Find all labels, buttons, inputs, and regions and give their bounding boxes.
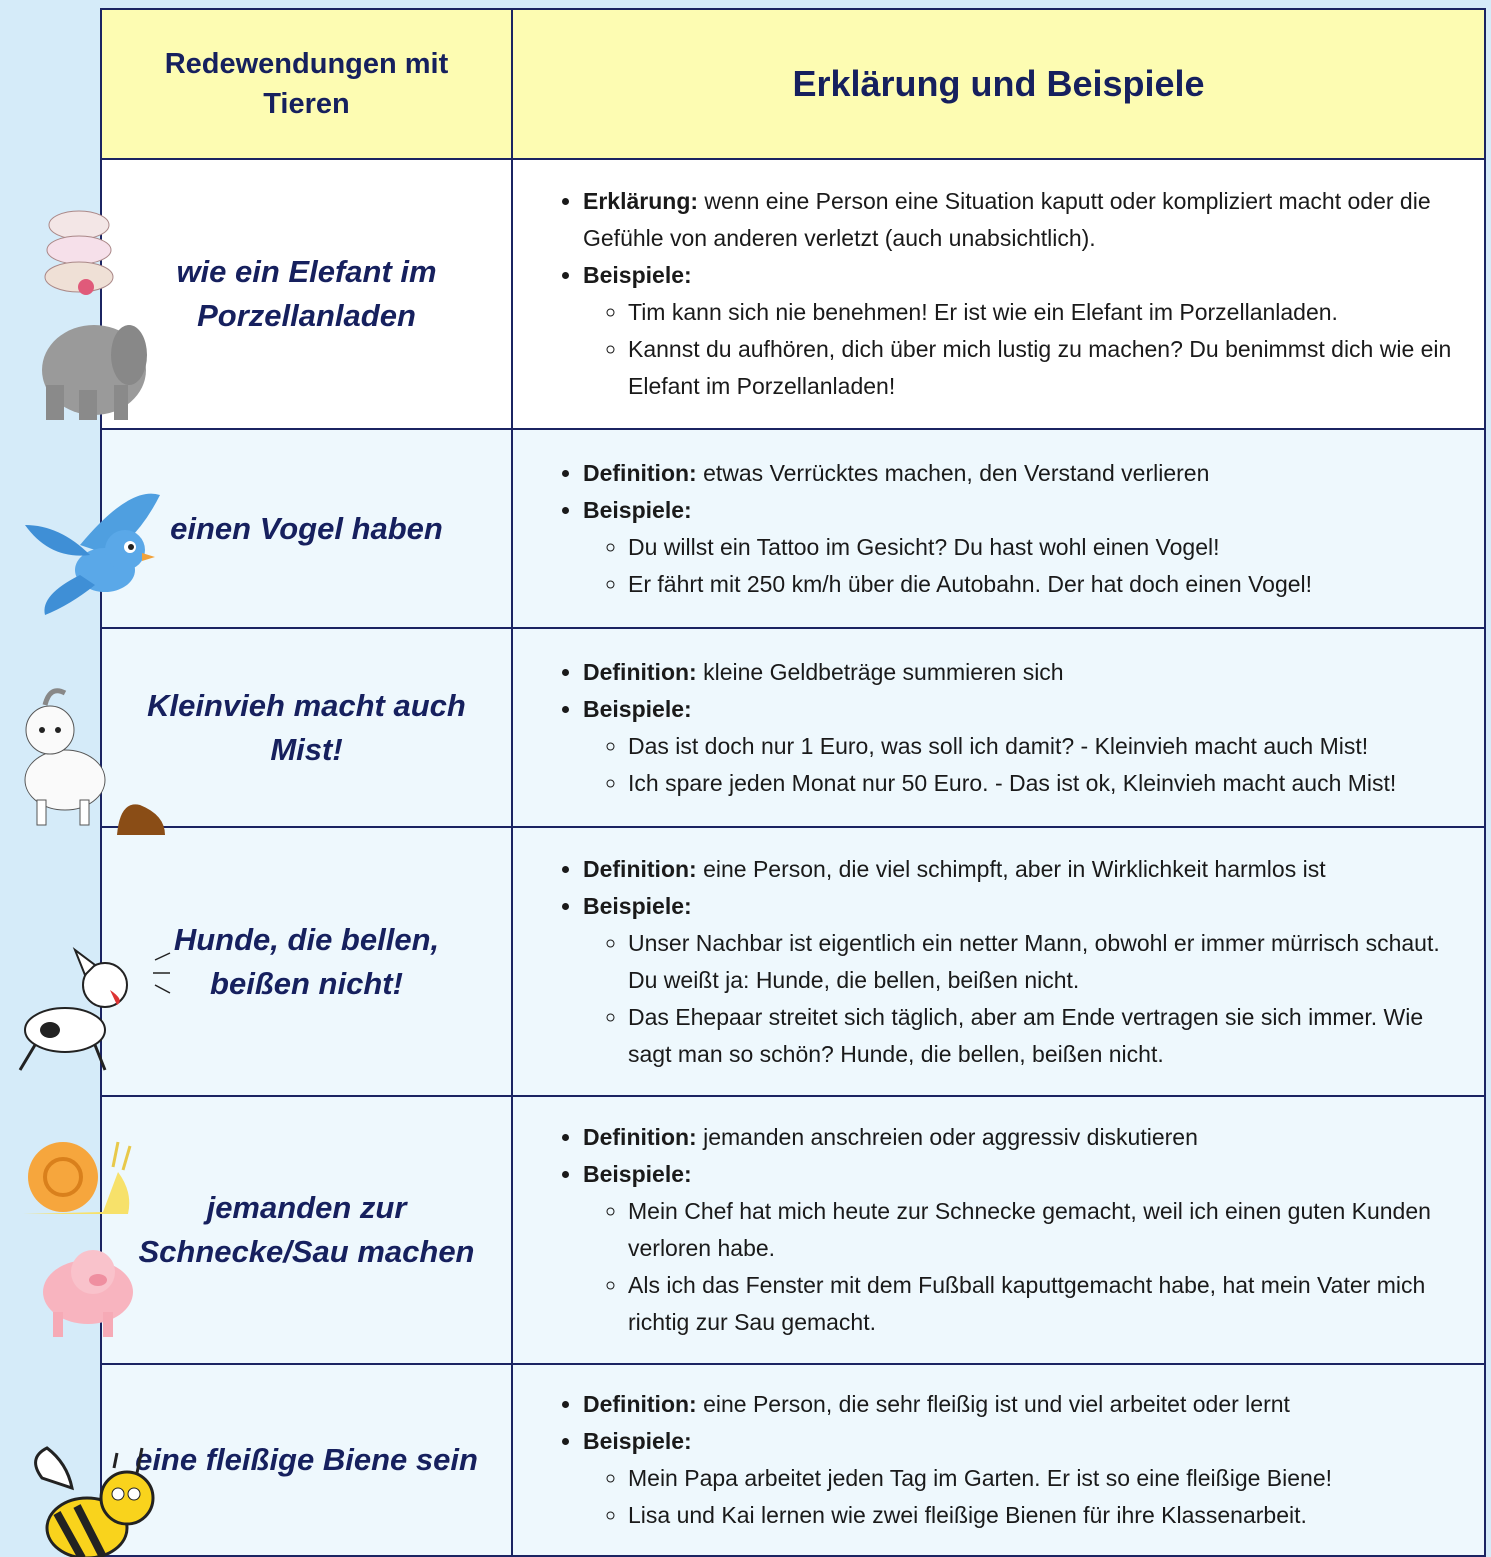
definition-text: jemanden anschreien oder aggressiv disku… [703, 1124, 1198, 1150]
explanation-cell: Definition: etwas Verrücktes machen, den… [511, 428, 1486, 629]
idiom-cell: Hunde, die bellen, beißen nicht! [100, 826, 513, 1097]
definition-label: Definition: [583, 658, 697, 685]
example-item: Als ich das Fenster mit dem Fußball kapu… [628, 1267, 1454, 1341]
examples-item: Beispiele: Mein Chef hat mich heute zur S… [583, 1156, 1454, 1341]
definition-label: Definition: [583, 459, 697, 486]
definition-label: Definition: [583, 855, 697, 882]
bird-illustration [25, 493, 160, 615]
definition-text: kleine Geldbeträge summieren sich [703, 658, 1064, 685]
definition-item: Definition: etwas Verrücktes machen, den… [583, 455, 1454, 492]
bee-illustration [34, 1446, 155, 1557]
bullet-list: Definition: etwas Verrücktes machen, den… [535, 455, 1454, 603]
goat-illustration [24, 688, 165, 835]
idiom-table: Redewendungen mit Tieren Erklärung und B… [100, 8, 1486, 1557]
definition-text: wenn eine Person eine Situation kaputt o… [583, 188, 1431, 251]
example-item: Mein Chef hat mich heute zur Schnecke ge… [628, 1193, 1454, 1267]
example-item: Das Ehepaar streitet sich täglich, aber … [628, 999, 1454, 1073]
table-row: jemanden zur Schnecke/Sau machen Definiti… [100, 1095, 1486, 1365]
examples-list: Das ist doch nur 1 Euro, was soll ich da… [583, 728, 1454, 802]
example-item: Du willst ein Tattoo im Gesicht? Du hast… [628, 529, 1454, 566]
definition-item: Erklärung: wenn eine Person eine Situati… [583, 183, 1454, 257]
idiom-cell: jemanden zur Schnecke/Sau machen [100, 1095, 513, 1365]
explanation-cell: Definition: eine Person, die sehr fleißi… [511, 1363, 1486, 1557]
example-item: Tim kann sich nie benehmen! Er ist wie e… [628, 294, 1454, 331]
bullet-list: Erklärung: wenn eine Person eine Situati… [535, 183, 1454, 405]
examples-label: Beispiele: [583, 1161, 692, 1187]
header-cell: Redewendungen mit Tieren [100, 8, 513, 160]
bullet-list: Definition: eine Person, die sehr fleißi… [535, 1386, 1454, 1534]
bullet-list: Definition: eine Person, die viel schimp… [535, 851, 1454, 1073]
table-row: Hunde, die bellen, beißen nicht! Definiti… [100, 826, 1486, 1097]
definition-item: Definition: kleine Geldbeträge summieren… [583, 654, 1454, 691]
example-item: Das ist doch nur 1 Euro, was soll ich da… [628, 728, 1454, 765]
example-item: Unser Nachbar ist eigentlich ein netter … [628, 925, 1454, 999]
examples-item: Beispiele: Mein Papa arbeitet jeden Tag i… [583, 1423, 1454, 1534]
explanation-cell: Erklärung: wenn eine Person eine Situati… [511, 158, 1486, 430]
table-row: einen Vogel haben Definition: etwas Verrü… [100, 428, 1486, 629]
idiom-cell: wie ein Elefant im Porzellanladen [100, 158, 513, 430]
idiom-cell: einen Vogel haben [100, 428, 513, 629]
examples-item: Beispiele: Tim kann sich nie benehmen! Er… [583, 257, 1454, 405]
example-item: Er fährt mit 250 km/h über die Autobahn.… [628, 566, 1454, 603]
header-cell: Erklärung und Beispiele [511, 8, 1486, 160]
examples-label: Beispiele: [583, 1428, 692, 1454]
definition-text: eine Person, die sehr fleißig ist und vi… [703, 1391, 1290, 1417]
example-item: Kannst du aufhören, dich über mich lusti… [628, 331, 1454, 405]
header-row: Redewendungen mit Tieren Erklärung und B… [100, 8, 1486, 160]
table-body: wie ein Elefant im Porzellanladen Erkläru… [100, 158, 1486, 1557]
explanation-cell: Definition: eine Person, die viel schimp… [511, 826, 1486, 1097]
snail-pig-illustration [23, 1141, 133, 1337]
definition-item: Definition: jemanden anschreien oder agg… [583, 1119, 1454, 1156]
bullet-list: Definition: jemanden anschreien oder agg… [535, 1119, 1454, 1341]
definition-text: etwas Verrücktes machen, den Verstand ve… [703, 459, 1210, 486]
examples-item: Beispiele: Du willst ein Tattoo im Gesich… [583, 492, 1454, 603]
example-item: Lisa und Kai lernen wie zwei fleißige Bi… [628, 1497, 1454, 1534]
bullet-list: Definition: kleine Geldbeträge summieren… [535, 654, 1454, 802]
examples-list: Unser Nachbar ist eigentlich ein netter … [583, 925, 1454, 1073]
idiom-cell: eine fleißige Biene sein [100, 1363, 513, 1557]
definition-label: Erklärung: [583, 188, 699, 214]
definition-text: eine Person, die viel schimpft, aber in … [703, 855, 1326, 882]
examples-label: Beispiele: [583, 496, 692, 523]
definition-label: Definition: [583, 1391, 697, 1417]
examples-list: Mein Papa arbeitet jeden Tag im Garten. … [583, 1460, 1454, 1534]
explanation-cell: Definition: jemanden anschreien oder agg… [511, 1095, 1486, 1365]
examples-list: Du willst ein Tattoo im Gesicht? Du hast… [583, 529, 1454, 603]
examples-label: Beispiele: [583, 892, 692, 919]
examples-item: Beispiele: Unser Nachbar ist eigentlich e… [583, 888, 1454, 1073]
example-item: Ich spare jeden Monat nur 50 Euro. - Das… [628, 765, 1454, 802]
examples-item: Beispiele: Das ist doch nur 1 Euro, was s… [583, 691, 1454, 802]
table-row: eine fleißige Biene sein Definition: eine… [100, 1363, 1486, 1557]
table-row: wie ein Elefant im Porzellanladen Erkläru… [100, 158, 1486, 430]
examples-label: Beispiele: [583, 695, 692, 722]
table-head: Redewendungen mit Tieren Erklärung und B… [100, 8, 1486, 160]
examples-list: Tim kann sich nie benehmen! Er ist wie e… [583, 294, 1454, 405]
definition-item: Definition: eine Person, die viel schimp… [583, 851, 1454, 888]
table-row: Kleinvieh macht auch Mist! Definition: kl… [100, 627, 1486, 828]
dog-illustration [18, 947, 171, 1071]
examples-list: Mein Chef hat mich heute zur Schnecke ge… [583, 1193, 1454, 1341]
explanation-cell: Definition: kleine Geldbeträge summieren… [511, 627, 1486, 828]
idiom-cell: Kleinvieh macht auch Mist! [100, 627, 513, 828]
examples-label: Beispiele: [583, 262, 692, 288]
definition-item: Definition: eine Person, die sehr fleißi… [583, 1386, 1454, 1423]
example-item: Mein Papa arbeitet jeden Tag im Garten. … [628, 1460, 1454, 1497]
elephant-illustration [42, 210, 147, 420]
definition-label: Definition: [583, 1124, 697, 1150]
